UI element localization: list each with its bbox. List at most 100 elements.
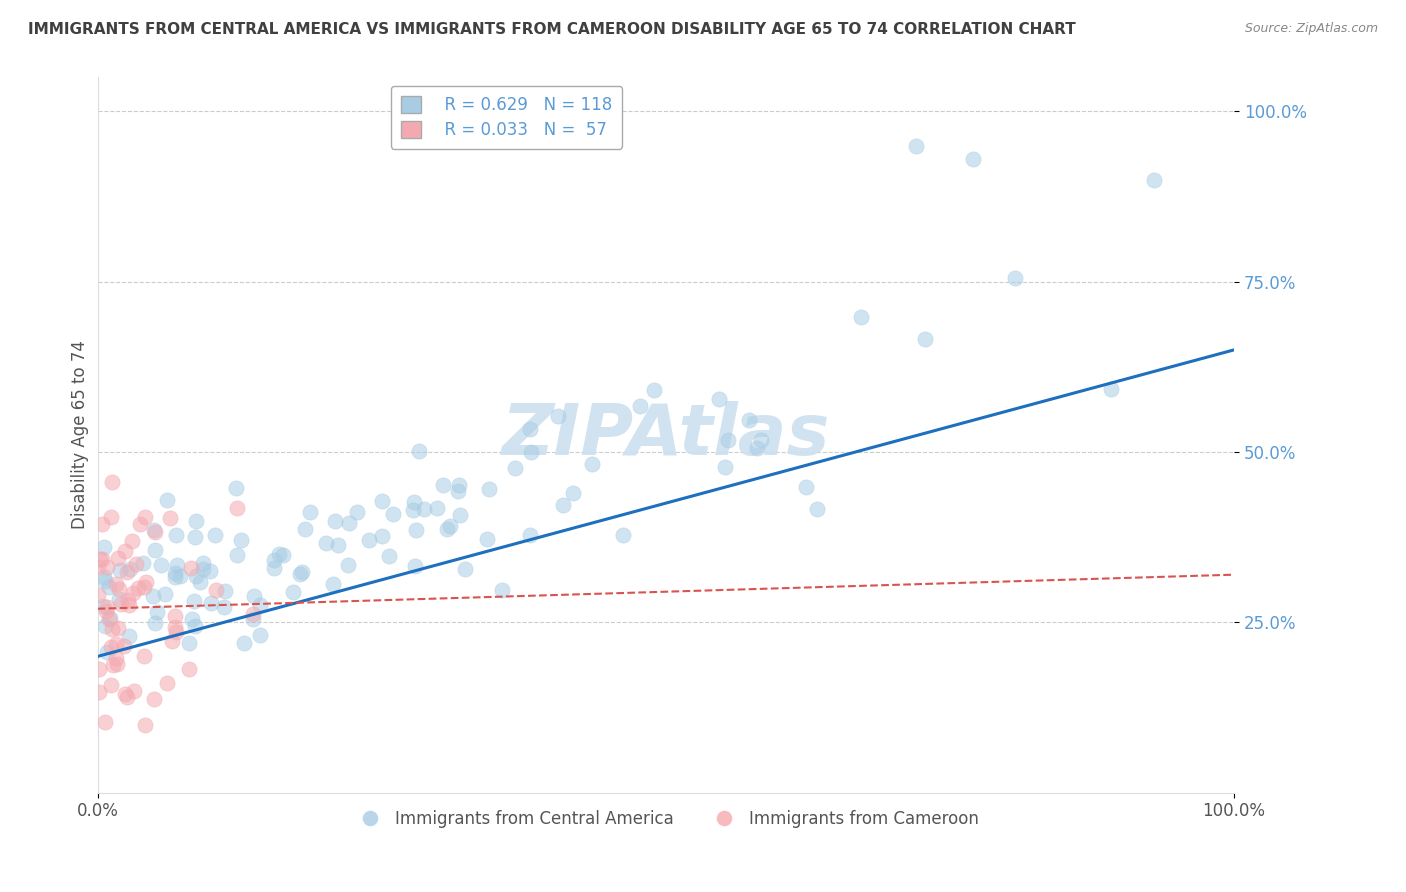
Point — [183, 594, 205, 608]
Point — [263, 553, 285, 567]
Point — [717, 434, 740, 448]
Point — [405, 523, 427, 537]
Point — [581, 457, 603, 471]
Point — [90, 516, 112, 531]
Point — [127, 581, 149, 595]
Point — [299, 505, 322, 519]
Point — [243, 590, 266, 604]
Point — [165, 624, 187, 639]
Point — [156, 492, 179, 507]
Point — [134, 509, 156, 524]
Point — [249, 598, 271, 612]
Point — [183, 619, 205, 633]
Point — [519, 528, 541, 542]
Point — [447, 484, 470, 499]
Point — [143, 543, 166, 558]
Point — [214, 600, 236, 615]
Point — [519, 422, 541, 436]
Point — [165, 566, 187, 580]
Y-axis label: Disability Age 65 to 74: Disability Age 65 to 74 — [72, 341, 89, 530]
Point — [336, 558, 359, 573]
Point — [449, 478, 471, 492]
Point — [478, 482, 501, 496]
Point — [94, 574, 117, 589]
Point — [714, 459, 737, 474]
Point — [404, 559, 426, 574]
Point — [337, 516, 360, 530]
Point — [291, 565, 314, 579]
Point — [491, 582, 513, 597]
Point — [87, 662, 110, 676]
Point — [134, 718, 156, 732]
Point — [101, 622, 124, 636]
Point — [98, 612, 121, 626]
Point — [547, 409, 569, 423]
Point — [142, 692, 165, 706]
Point — [233, 636, 256, 650]
Point — [749, 433, 772, 447]
Point — [96, 559, 118, 574]
Point — [198, 564, 221, 578]
Point — [104, 576, 127, 591]
Point — [93, 569, 115, 583]
Point — [87, 685, 110, 699]
Point — [100, 678, 122, 692]
Point — [96, 599, 118, 614]
Point — [160, 633, 183, 648]
Point — [281, 585, 304, 599]
Point — [98, 611, 121, 625]
Point — [193, 562, 215, 576]
Point — [115, 690, 138, 704]
Point — [169, 568, 191, 582]
Point — [962, 152, 984, 166]
Point — [115, 565, 138, 579]
Point — [129, 516, 152, 531]
Point — [214, 584, 236, 599]
Point — [105, 637, 128, 651]
Point — [114, 688, 136, 702]
Point — [101, 658, 124, 673]
Point — [242, 607, 264, 622]
Point — [226, 549, 249, 563]
Point — [226, 501, 249, 516]
Point — [132, 648, 155, 663]
Point — [146, 605, 169, 619]
Point — [436, 522, 458, 536]
Point — [738, 412, 761, 426]
Point — [413, 502, 436, 516]
Point — [100, 640, 122, 654]
Point — [432, 478, 454, 492]
Point — [454, 562, 477, 576]
Point — [561, 486, 583, 500]
Point — [439, 519, 461, 533]
Point — [186, 514, 208, 528]
Point — [1143, 172, 1166, 186]
Point — [242, 612, 264, 626]
Point — [191, 557, 214, 571]
Point — [273, 548, 295, 562]
Point — [87, 588, 110, 602]
Point — [904, 138, 927, 153]
Point — [204, 583, 226, 598]
Point — [107, 551, 129, 566]
Point — [100, 509, 122, 524]
Point — [402, 503, 425, 517]
Point — [378, 549, 401, 563]
Point — [163, 569, 186, 583]
Point — [180, 561, 202, 575]
Point — [110, 563, 132, 577]
Point — [269, 547, 291, 561]
Point — [322, 577, 344, 591]
Point — [179, 636, 201, 650]
Point — [381, 508, 404, 522]
Point — [142, 589, 165, 603]
Point — [326, 538, 349, 552]
Point — [426, 501, 449, 516]
Point — [125, 557, 148, 571]
Point — [177, 662, 200, 676]
Point — [520, 445, 543, 459]
Point — [707, 392, 730, 406]
Point — [166, 558, 188, 573]
Point — [105, 657, 128, 672]
Point — [156, 676, 179, 690]
